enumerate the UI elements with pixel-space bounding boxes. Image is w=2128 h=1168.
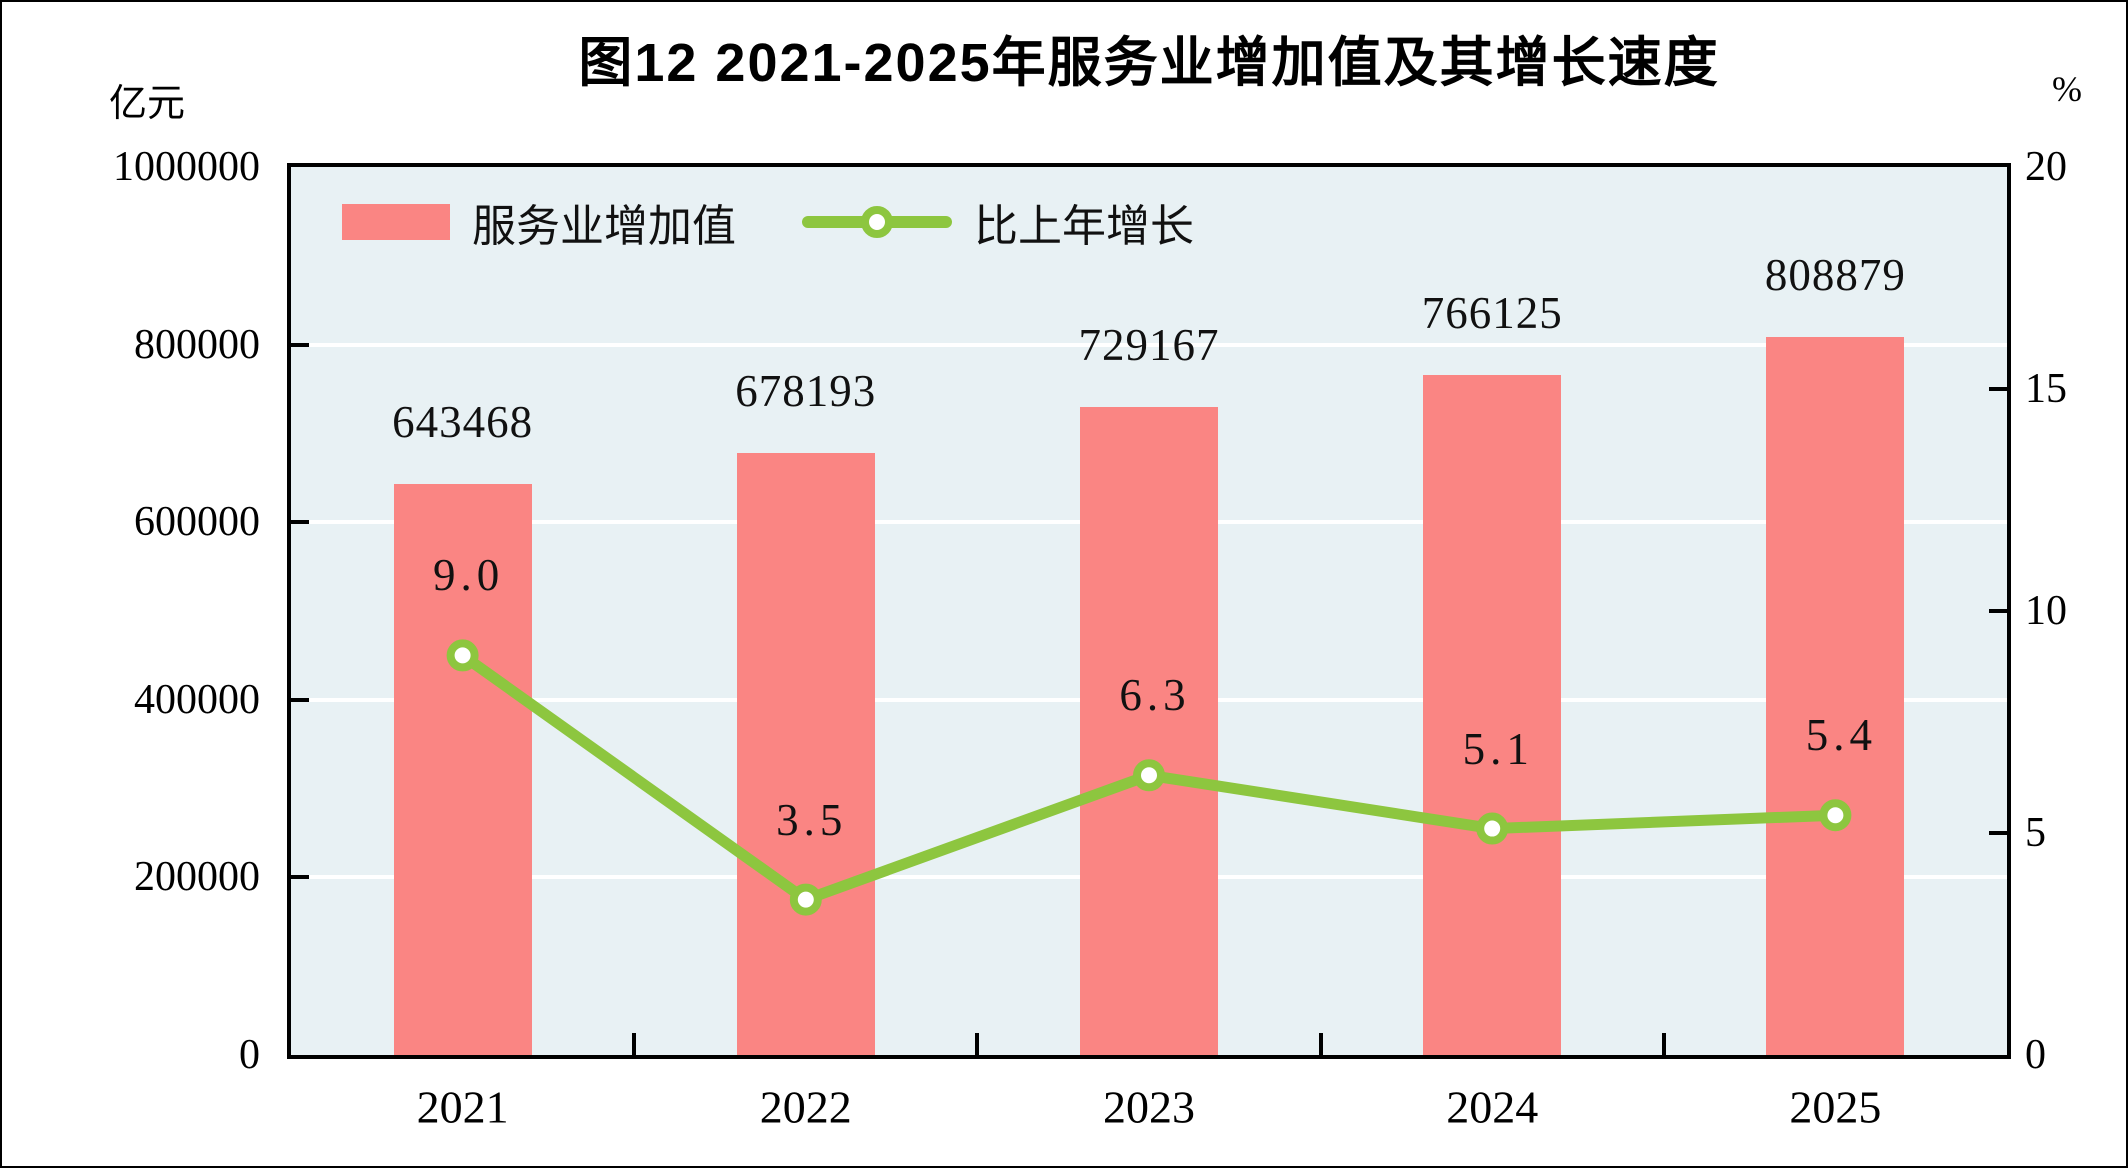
- x-axis-label-2021: 2021: [416, 1081, 509, 1133]
- left-axis-tick: [291, 342, 309, 347]
- legend: 服务业增加值 比上年增长: [342, 194, 1194, 251]
- x-axis-label-2025: 2025: [1789, 1081, 1882, 1133]
- line-series-swatch-icon: [802, 206, 952, 238]
- left-axis-unit-label: 亿元: [108, 83, 185, 125]
- line-value-label: 9.0: [432, 550, 505, 601]
- plot-inner: [291, 167, 2007, 1055]
- bar-value-label: 678193: [735, 365, 877, 416]
- x-axis-boundary-tick: [1318, 1033, 1323, 1055]
- x-axis-label-2023: 2023: [1103, 1081, 1195, 1133]
- x-axis-label-2024: 2024: [1446, 1081, 1539, 1133]
- left-axis-tick: [291, 875, 309, 880]
- bar-value-label: 643468: [392, 396, 534, 447]
- left-axis-tick: [291, 520, 309, 525]
- right-axis-tick-label: 20: [2025, 144, 2067, 190]
- bar-2023: [1080, 407, 1218, 1055]
- right-axis-tick-label: 15: [2025, 366, 2067, 412]
- x-axis-boundary-tick: [1661, 1033, 1666, 1055]
- plot-area: [287, 163, 2011, 1059]
- line-value-label: 6.3: [1119, 670, 1191, 721]
- line-marker: [1133, 759, 1165, 792]
- line-marker: [446, 639, 479, 672]
- bar-value-label: 766125: [1421, 287, 1563, 338]
- bar-2024: [1423, 374, 1562, 1055]
- left-axis-tick-label: 400000: [134, 676, 260, 723]
- right-axis-tick-label: 5: [2025, 810, 2046, 856]
- bar-2021: [393, 483, 532, 1055]
- left-axis-tick-label: 0: [239, 1032, 260, 1078]
- gridline: [291, 342, 2007, 347]
- line-value-label: 5.1: [1462, 723, 1534, 774]
- right-axis-tick: [1989, 831, 2007, 835]
- right-axis-tick: [1989, 387, 2007, 391]
- line-marker: [1819, 799, 1852, 832]
- bar-value-label: 808879: [1764, 249, 1906, 300]
- left-axis-tick-label: 800000: [134, 321, 260, 368]
- right-axis-unit-label: %: [2052, 69, 2082, 109]
- growth-line-chart: [446, 639, 1852, 916]
- x-axis-boundary-tick: [975, 1033, 980, 1055]
- legend-bar-label: 服务业增加值: [472, 202, 736, 251]
- bar-2022: [736, 452, 875, 1055]
- line-value-label: 3.5: [776, 794, 848, 845]
- right-axis-tick-label: 0: [2025, 1032, 2046, 1078]
- bar-value-label: 729167: [1078, 320, 1220, 371]
- line-marker-icon: [861, 206, 893, 238]
- left-axis-tick-label: 600000: [134, 499, 260, 546]
- x-axis-boundary-tick: [632, 1033, 637, 1055]
- line-marker: [789, 883, 822, 916]
- right-axis-tick: [1989, 609, 2007, 613]
- left-axis-tick-label: 200000: [134, 854, 260, 901]
- right-axis-tick-label: 10: [2025, 588, 2067, 634]
- x-axis-label-2022: 2022: [759, 1081, 852, 1133]
- left-axis-tick: [291, 697, 309, 702]
- left-axis-tick-label: 1000000: [113, 144, 260, 190]
- legend-line-label: 比上年增长: [974, 202, 1194, 251]
- bar-series-swatch-icon: [342, 204, 450, 240]
- chart-title: 图12 2021-2025年服务业增加值及其增长速度: [578, 33, 1720, 93]
- line-marker: [1476, 812, 1509, 845]
- bar-2025: [1766, 336, 1905, 1055]
- line-value-label: 5.4: [1805, 710, 1878, 761]
